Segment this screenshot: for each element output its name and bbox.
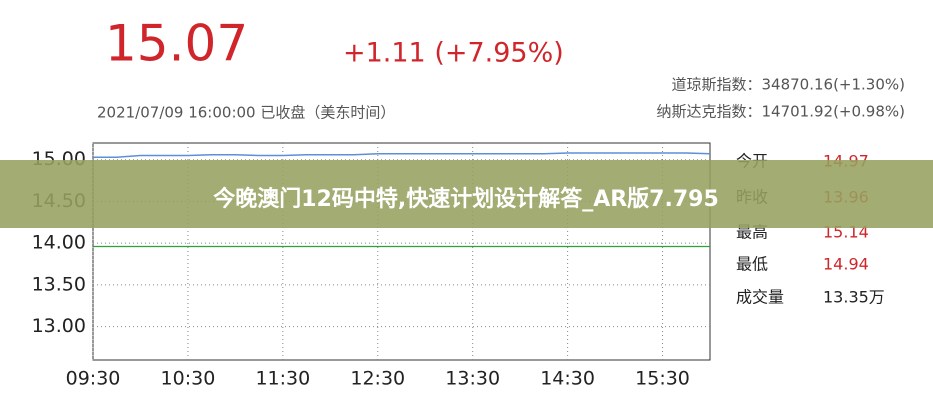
- stat-value: 13.35万: [823, 288, 885, 307]
- chart: 13.0013.5014.0014.5015.0009:3010:3011:30…: [32, 143, 711, 390]
- price: 15.07: [105, 15, 248, 73]
- stat-label: 最低: [736, 255, 768, 274]
- x-tick-label: 09:30: [66, 368, 121, 390]
- x-tick-label: 13:30: [445, 368, 500, 390]
- stat-label: 成交量: [736, 288, 784, 307]
- timestamp: 2021/07/09 16:00:00 已收盘（美东时间）: [97, 104, 395, 122]
- x-tick-label: 15:30: [635, 368, 690, 390]
- banner-bg: [0, 160, 933, 228]
- y-tick-label: 14.00: [32, 232, 86, 254]
- banner: 今晚澳门12码中特,快速计划设计解答_AR版7.795: [213, 186, 719, 212]
- index: 道琼斯指数：34870.16(+1.30%): [672, 76, 906, 94]
- price-line: [93, 152, 711, 158]
- x-tick-label: 12:30: [350, 368, 405, 390]
- index: 纳斯达克指数：14701.92(+0.98%): [657, 103, 906, 121]
- y-tick-label: 13.00: [32, 315, 86, 337]
- x-tick-label: 14:30: [540, 368, 595, 390]
- stat-value: 14.94: [823, 255, 869, 274]
- change: +1.11 (+7.95%): [343, 38, 564, 69]
- x-tick-label: 10:30: [161, 368, 216, 390]
- x-tick-label: 11:30: [255, 368, 310, 390]
- y-tick-label: 13.50: [32, 273, 86, 295]
